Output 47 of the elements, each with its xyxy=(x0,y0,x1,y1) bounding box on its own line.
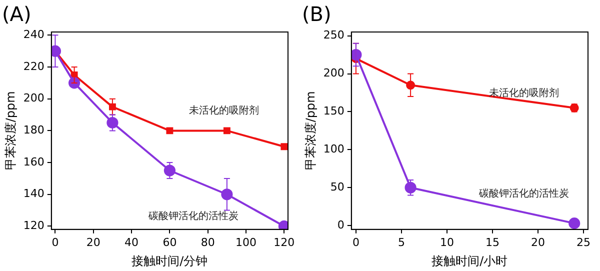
chart-title: (B) xyxy=(302,2,332,26)
x-axis-title: 接触时间/小时 xyxy=(432,254,508,268)
x-tick-label: 10 xyxy=(440,236,454,249)
x-tick-label: 60 xyxy=(162,236,177,249)
point xyxy=(221,188,233,200)
point xyxy=(223,127,230,134)
x-tick-label: 100 xyxy=(236,236,257,249)
y-tick-label: 250 xyxy=(323,28,344,42)
x-axis-title: 接触时间/分钟 xyxy=(132,254,208,268)
y-tick-label: 200 xyxy=(23,92,44,105)
point xyxy=(166,127,174,134)
y-axis-title: 甲苯浓度/ppm xyxy=(3,91,18,170)
y-tick-label: 120 xyxy=(23,219,44,232)
point xyxy=(280,143,288,150)
y-tick-label: 0 xyxy=(337,218,344,232)
x-tick-label: 0 xyxy=(52,236,59,249)
point xyxy=(568,218,580,230)
x-tick-label: 25 xyxy=(576,236,590,249)
y-tick-label: 50 xyxy=(330,180,344,194)
y-tick-label: 160 xyxy=(23,155,44,168)
x-tick-label: 20 xyxy=(86,236,100,249)
x-tick-label: 120 xyxy=(274,236,295,249)
y-tick-label: 220 xyxy=(23,60,44,73)
point xyxy=(404,182,416,194)
series-label: 未活化的吸附剂 xyxy=(489,86,560,99)
chart-title: (A) xyxy=(2,2,32,26)
x-tick-label: 0 xyxy=(352,236,360,249)
series-label: 碳酸钾活化的活性炭 xyxy=(478,187,570,200)
x-tick-label: 5 xyxy=(398,236,405,249)
point xyxy=(351,48,362,61)
y-tick-label: 100 xyxy=(323,142,344,156)
y-tick-label: 240 xyxy=(23,28,44,42)
x-tick-label: 80 xyxy=(200,236,215,249)
x-tick-label: 15 xyxy=(485,236,500,249)
y-axis-title: 甲苯浓度/ppm xyxy=(303,91,318,170)
y-tick-label: 140 xyxy=(23,187,44,200)
y-tick-label: 180 xyxy=(23,124,44,137)
point xyxy=(106,116,118,129)
x-tick-label: 40 xyxy=(124,236,139,249)
series-label: 碳酸钾活化的活性炭 xyxy=(147,210,238,222)
y-tick-label: 150 xyxy=(323,104,344,118)
point xyxy=(51,45,62,57)
point xyxy=(164,164,176,176)
y-tick-label: 200 xyxy=(323,66,344,80)
series-label: 未活化的吸附剂 xyxy=(189,104,260,117)
x-tick-label: 20 xyxy=(530,236,545,249)
point xyxy=(108,103,116,110)
